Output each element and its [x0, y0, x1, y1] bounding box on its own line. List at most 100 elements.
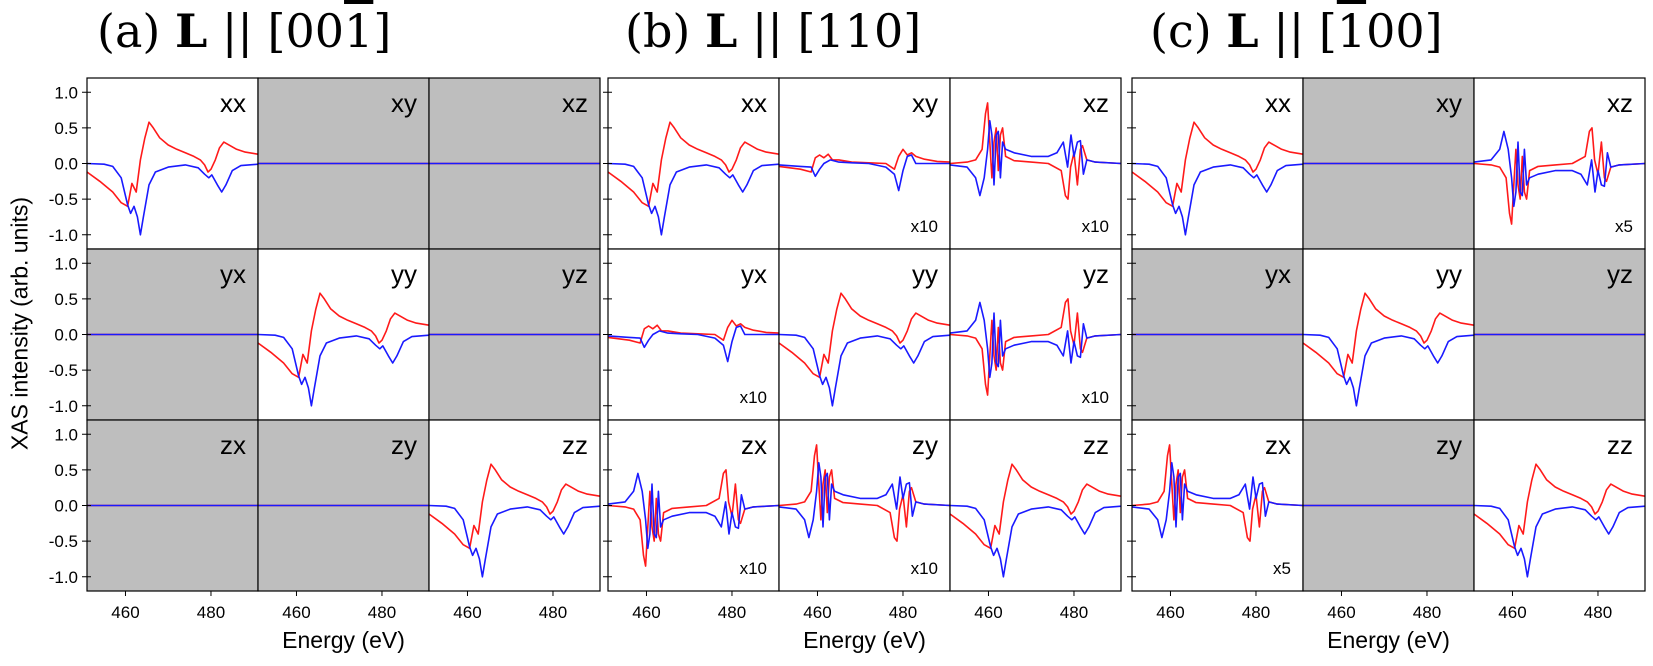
panel-b-xx: xx: [603, 77, 780, 250]
y-tick-label: 0.5: [54, 290, 78, 309]
series-blue-line: [949, 504, 1122, 578]
scale-note: x10: [740, 559, 767, 578]
scale-note: x5: [1273, 559, 1291, 578]
series-blue-line: [778, 154, 950, 192]
panel-a-xz: xz: [428, 77, 601, 250]
series-blue-line: [1131, 162, 1304, 236]
panel-label: yx: [220, 259, 246, 289]
series-blue-line: [949, 301, 1122, 379]
panel-label: xy: [1436, 88, 1462, 118]
x-tick-label: 460: [282, 603, 310, 622]
panel-label: xz: [1083, 88, 1109, 118]
panel-b-xy: xy x10: [778, 77, 951, 250]
series-red-line: [428, 463, 601, 550]
group-c-panels: xx xy xz x5 yx yy yz zx x5 460 480 zy 460 480 zz 460 480…: [1127, 77, 1646, 653]
series-red-line: [1473, 127, 1646, 225]
panel-c-zy: zy 460 480: [1302, 419, 1475, 622]
series-red-line: [607, 469, 780, 567]
series-blue-line: [1473, 504, 1646, 578]
group-a-title: (a) L || [001]: [97, 4, 391, 58]
y-tick-label: 0.0: [54, 326, 78, 345]
panel-label: yz: [1083, 259, 1109, 289]
panel-label: zy: [1436, 430, 1462, 460]
panel-label: xz: [1607, 88, 1633, 118]
panel-label: yx: [741, 259, 767, 289]
group-a-title-overbar: 1: [344, 4, 374, 58]
series-red-line: [778, 292, 951, 379]
x-tick-label: 460: [1327, 603, 1355, 622]
series-blue-line: [778, 333, 951, 407]
group-a-title-prefix: (a): [97, 4, 175, 58]
panel-background: [1303, 249, 1474, 420]
x-tick-label: 480: [1242, 603, 1270, 622]
series-blue-line: [257, 333, 430, 407]
panel-label: yx: [1265, 259, 1291, 289]
x-tick-label: 480: [197, 603, 225, 622]
panel-a-yz: yz: [428, 248, 601, 421]
y-tick-label: 0.0: [54, 155, 78, 174]
panel-label: xy: [391, 88, 417, 118]
series-blue-line: [607, 325, 779, 363]
x-axis-label: Energy (eV): [1327, 627, 1450, 653]
series-blue-line: [1473, 130, 1646, 208]
panel-b-zx: zx x10 460 480: [603, 419, 780, 622]
panel-a-yx: yx 1.0 0.5 0.0 -0.5 -1.0: [49, 248, 259, 421]
scale-note: x10: [740, 388, 767, 407]
panel-label: zz: [1083, 430, 1109, 460]
panel-label: yy: [912, 259, 938, 289]
panel-background: [779, 420, 950, 591]
series-red-line: [86, 121, 259, 208]
panel-c-xx: xx: [1127, 77, 1304, 250]
panel-background: [1474, 78, 1645, 249]
panel-c-zz: zz 460 480: [1473, 419, 1646, 622]
panel-label: yz: [1607, 259, 1633, 289]
x-tick-label: 460: [1498, 603, 1526, 622]
x-tick-label: 480: [539, 603, 567, 622]
panel-a-zz: zz 460 480: [428, 419, 601, 622]
group-b-panels: xx xy x10 xz x10 yx x10 yy yz x10 zx x10 460 480 zy x10…: [603, 77, 1122, 653]
group-a-title-suffix: || [00: [207, 4, 345, 58]
y-tick-label: 0.0: [54, 497, 78, 516]
group-b-title-bold: L: [704, 4, 738, 58]
panel-a-zy: zy 460 480: [257, 419, 430, 622]
group-c-title-suffix: || [: [1258, 4, 1337, 58]
panel-label: yy: [1436, 259, 1462, 289]
series-blue-line: [949, 120, 1122, 197]
y-tick-label: -1.0: [49, 226, 78, 245]
panel-label: xx: [741, 88, 767, 118]
panel-label: zy: [912, 430, 938, 460]
panel-label: xx: [1265, 88, 1291, 118]
panel-background: [950, 78, 1121, 249]
panel-background: [608, 420, 779, 591]
group-b-title-suffix: || [110]: [737, 4, 922, 58]
x-tick-label: 480: [1584, 603, 1612, 622]
panel-label: zz: [562, 430, 588, 460]
panel-background: [258, 249, 429, 420]
series-red-line: [949, 102, 1122, 200]
x-tick-label: 480: [1060, 603, 1088, 622]
y-tick-label: -1.0: [49, 397, 78, 416]
panel-b-yy: yy: [778, 248, 951, 421]
x-tick-label: 460: [1156, 603, 1184, 622]
group-b-title: (b) L || [110]: [625, 4, 921, 58]
series-red-line: [1131, 444, 1304, 542]
panel-b-xz: xz x10: [949, 77, 1122, 250]
panel-background: [1132, 420, 1303, 591]
panel-c-xz: xz x5: [1473, 77, 1646, 250]
scale-note: x10: [1082, 217, 1109, 236]
panel-frame: [949, 419, 1122, 592]
x-tick-label: 480: [368, 603, 396, 622]
series-red-line: [1302, 292, 1475, 379]
group-c-title-overbar: 1: [1336, 4, 1367, 58]
panel-c-yz: yz: [1473, 248, 1646, 421]
x-tick-label: 460: [453, 603, 481, 622]
group-b-title-prefix: (b): [625, 4, 705, 58]
panel-label: xz: [562, 88, 588, 118]
group-a-panels: xx 1.0 0.5 0.0 -0.5 -1.0 xy xz yx 1.0 0.5 0.0 -0.5 -1…: [49, 77, 601, 653]
panel-background: [1132, 78, 1303, 249]
y-tick-label: 1.0: [54, 425, 78, 444]
x-axis-label: Energy (eV): [803, 627, 926, 653]
x-axis-label: Energy (eV): [282, 627, 405, 653]
series-blue-line: [1302, 333, 1475, 407]
